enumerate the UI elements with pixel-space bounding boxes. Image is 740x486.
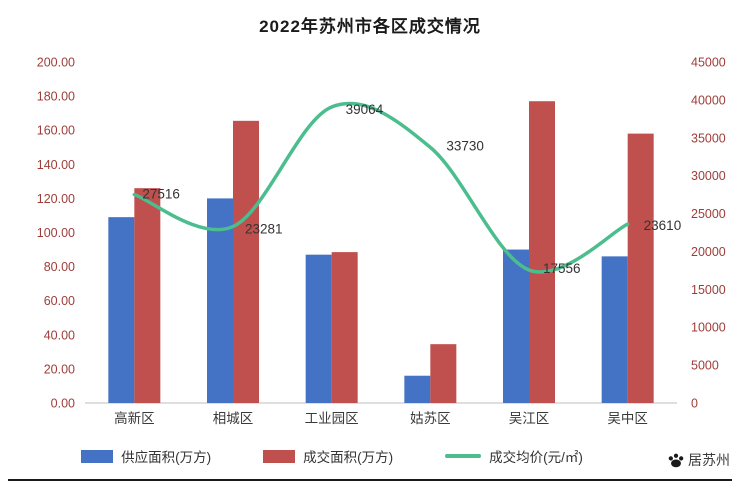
left-axis-tick-label: 120.00	[37, 192, 75, 206]
category-label: 相城区	[213, 411, 254, 426]
supply-area-bar	[601, 256, 628, 403]
right-axis-tick-label: 5000	[691, 359, 719, 373]
left-axis-tick-label: 140.00	[37, 158, 75, 172]
supply-area-bar	[503, 249, 529, 403]
legend-item-deal-area: 成交面积(万方)	[263, 446, 393, 466]
left-axis-tick-label: 0.00	[51, 397, 75, 411]
right-axis-tick-label: 30000	[691, 169, 726, 183]
category-label: 吴中区	[607, 411, 648, 426]
right-axis-tick-label: 25000	[691, 207, 726, 221]
watermark-text: 居苏州	[688, 452, 730, 468]
price-data-label: 17556	[543, 261, 581, 276]
legend-swatch-price-line	[445, 454, 482, 458]
right-axis-tick-label: 15000	[691, 283, 726, 297]
right-axis-tick-label: 10000	[691, 321, 726, 335]
left-axis-tick-label: 40.00	[44, 328, 75, 342]
price-data-label: 33730	[446, 138, 484, 153]
legend: 供应面积(万方) 成交面积(万方) 成交均价(元/㎡)	[0, 446, 702, 466]
paw-logo-icon	[668, 453, 684, 468]
supply-area-bar	[404, 375, 431, 403]
left-axis-tick-label: 80.00	[44, 260, 75, 274]
deal-area-bar	[134, 188, 161, 403]
watermark: 居苏州	[667, 450, 730, 470]
supply-area-bar	[207, 198, 233, 403]
left-axis-tick-label: 60.00	[44, 294, 75, 308]
left-axis-tick-label: 100.00	[37, 226, 75, 240]
legend-swatch-deal	[263, 449, 296, 463]
left-axis-tick-label: 180.00	[37, 90, 75, 104]
chart-title: 2022年苏州市各区成交情况	[259, 17, 481, 36]
deal-area-bar	[529, 101, 555, 403]
deal-area-bar	[430, 344, 457, 403]
category-label: 高新区	[114, 410, 155, 426]
legend-swatch-supply	[81, 449, 114, 463]
left-axis-tick-label: 160.00	[37, 124, 75, 138]
left-axis-tick-label: 20.00	[44, 362, 75, 376]
price-data-label: 39064	[346, 102, 384, 117]
price-data-label: 23281	[245, 222, 283, 237]
right-axis-tick-label: 35000	[691, 131, 726, 145]
supply-area-bar	[108, 217, 135, 403]
deal-area-bar	[331, 252, 358, 403]
bottom-divider	[8, 479, 732, 481]
legend-label-price: 成交均价(元/㎡)	[489, 450, 583, 465]
legend-label-deal: 成交面积(万方)	[303, 450, 394, 465]
category-label: 姑苏区	[410, 411, 451, 426]
supply-area-bar	[305, 254, 332, 403]
avg-price-line	[132, 101, 630, 274]
legend-item-supply-area: 供应面积(万方)	[81, 446, 211, 466]
price-data-label: 23610	[644, 218, 682, 233]
right-axis-tick-label: 0	[691, 397, 698, 411]
deal-area-bar	[627, 133, 654, 404]
right-axis-tick-label: 40000	[691, 93, 726, 107]
left-axis-tick-label: 200.00	[37, 56, 75, 70]
legend-item-avg-price: 成交均价(元/㎡)	[445, 446, 583, 466]
category-label: 吴江区	[509, 411, 550, 426]
right-axis-tick-label: 45000	[691, 56, 726, 70]
legend-label-supply: 供应面积(万方)	[121, 450, 212, 465]
deal-area-bar	[233, 120, 259, 403]
price-data-label: 27516	[142, 186, 180, 201]
right-axis-tick-label: 20000	[691, 245, 726, 259]
category-label: 工业园区	[305, 411, 359, 426]
